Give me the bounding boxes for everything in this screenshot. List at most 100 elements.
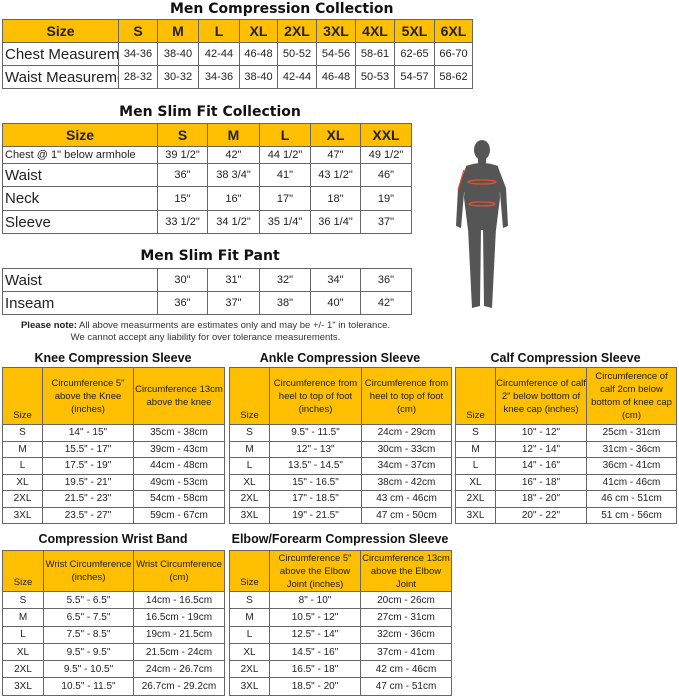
table-row: S 5.5" - 6.5" 14cm - 16.5cm	[2, 590, 225, 610]
cell-value: 46"	[360, 163, 412, 187]
column-header: Circumference 5" above the Elbow Joint (…	[269, 550, 361, 592]
column-header: L	[259, 123, 311, 147]
size-header: Size	[2, 550, 44, 592]
row-label: L	[229, 625, 270, 644]
size-header: Size	[2, 19, 119, 43]
row-label: 2XL	[229, 490, 270, 508]
row-label: 3XL	[2, 677, 44, 696]
table-row: M 6.5" - 7.5" 16.5cm - 19cm	[2, 608, 225, 627]
wrist-title: Compression Wrist Band	[38, 532, 188, 546]
column-header: XXL	[360, 123, 412, 147]
table-row: Waist 36" 38 3/4" 41" 43 1/2" 46"	[2, 163, 412, 187]
cell-value: 15"	[157, 186, 208, 211]
row-label: M	[229, 608, 270, 627]
ankle-title: Ankle Compression Sleeve	[259, 351, 421, 365]
cell-value: 36 1/4"	[310, 210, 361, 234]
header-row: Size Circumference of calf 2" below botto…	[455, 367, 677, 425]
cell-value: 36"	[157, 291, 208, 315]
cell-value: 10" - 12"	[495, 424, 587, 442]
calf-title: Calf Compression Sleeve	[490, 351, 641, 365]
cell-value: 42-44	[277, 65, 317, 89]
table-row: 2XL 21.5" - 23" 54cm - 58cm	[2, 490, 225, 508]
cell-value: 12.5" - 14"	[269, 625, 361, 644]
cell-value: 34-36	[118, 42, 158, 66]
cell-value: 51 cm - 56cm	[586, 506, 677, 524]
size-header: Size	[229, 367, 270, 425]
cell-value: 9.5" - 10.5"	[43, 660, 134, 679]
cell-value: 19cm - 21.5cm	[133, 625, 225, 644]
cell-value: 38 3/4"	[207, 163, 260, 187]
row-label: 3XL	[455, 506, 496, 524]
cell-value: 50-52	[277, 42, 317, 66]
cell-value: 19" - 21.5"	[269, 506, 362, 524]
cell-value: 17.5" - 19"	[42, 457, 134, 475]
table-row: XL 16" - 18" 41cm - 46cm	[455, 473, 677, 491]
row-label: 3XL	[229, 677, 270, 696]
size-header: Size	[2, 367, 43, 425]
table-row: 2XL 17" - 18.5" 43 cm - 46cm	[229, 490, 452, 508]
size-header: Size	[455, 367, 496, 425]
table-row: M 15.5" - 17" 39cm - 43cm	[2, 440, 225, 458]
cell-value: 47 cm - 51cm	[360, 677, 452, 696]
column-header: S	[118, 19, 158, 43]
cell-value: 38-40	[157, 42, 199, 66]
column-header: Circumference of calf 2" below bottom of…	[495, 367, 587, 425]
cell-value: 46 cm - 51cm	[586, 490, 677, 508]
cell-value: 14cm - 16.5cm	[133, 590, 225, 610]
column-header: 6XL	[434, 19, 473, 43]
table-row: XL 19.5" - 21" 49cm - 53cm	[2, 473, 225, 491]
column-header: Circumference from heel to top of foot (…	[361, 367, 452, 425]
cell-value: 35cm - 38cm	[133, 424, 225, 442]
cell-value: 42 cm - 46cm	[360, 660, 452, 679]
cell-value: 38"	[259, 291, 311, 315]
cell-value: 30"	[157, 268, 208, 292]
cell-value: 31cm - 36cm	[586, 440, 677, 458]
cell-value: 37"	[360, 210, 412, 234]
cell-value: 24cm - 26.7cm	[133, 660, 225, 679]
column-header: Circumference 5" above the Knee (inches)	[42, 367, 134, 425]
table-row: S 14" - 15" 35cm - 38cm	[2, 424, 225, 442]
table-row: M 10.5" - 12" 27cm - 31cm	[229, 608, 452, 627]
cell-value: 38cm - 42cm	[361, 473, 452, 491]
table-row: Neck 15" 16" 17" 18" 19"	[2, 186, 412, 211]
men-compression-title: Men Compression Collection	[170, 1, 394, 17]
cell-value: 16.5" - 18"	[269, 660, 361, 679]
cell-value: 41"	[259, 163, 311, 187]
cell-value: 14" - 15"	[42, 424, 134, 442]
row-label: Sleeve	[2, 210, 158, 234]
row-label: Waist Measurement	[2, 65, 119, 89]
cell-value: 12" - 14"	[495, 440, 587, 458]
table-row: M 12" - 14" 31cm - 36cm	[455, 440, 677, 458]
table-row: 3XL 18.5" - 20" 47 cm - 51cm	[229, 677, 452, 696]
table-row: 3XL 20" - 22" 51 cm - 56cm	[455, 506, 677, 524]
table-row: XL 14.5" - 16" 37cm - 41cm	[229, 642, 452, 662]
cell-value: 50-53	[355, 65, 395, 89]
table-row: 3XL 19" - 21.5" 47 cm - 50cm	[229, 506, 452, 524]
header-row: Size Circumference 5" above the Knee (inc…	[2, 367, 225, 425]
column-header: Circumference 13cm above the Elbow Joint	[360, 550, 452, 592]
table-row: 3XL 10.5" - 11.5" 26.7cm - 29.2cm	[2, 677, 225, 696]
cell-value: 18.5" - 20"	[269, 677, 361, 696]
cell-value: 37cm - 41cm	[360, 642, 452, 662]
table-row: L 12.5" - 14" 32cm - 36cm	[229, 625, 452, 644]
cell-value: 34-36	[198, 65, 240, 89]
cell-value: 14" - 16"	[495, 457, 587, 475]
cell-value: 32"	[259, 268, 311, 292]
cell-value: 59cm - 67cm	[133, 506, 225, 524]
cell-value: 66-70	[434, 42, 473, 66]
elbow-table: Size Circumference 5" above the Elbow Joi…	[229, 550, 452, 696]
table-row: 3XL 23.5" - 27" 59cm - 67cm	[2, 506, 225, 524]
table-row: XL 15" - 16.5" 38cm - 42cm	[229, 473, 452, 491]
table-row: S 9.5" - 11.5" 24cm - 29cm	[229, 424, 452, 442]
cell-value: 43 cm - 46cm	[361, 490, 452, 508]
cell-value: 44 1/2"	[259, 146, 311, 164]
cell-value: 58-61	[355, 42, 395, 66]
row-label: S	[455, 424, 496, 442]
cell-value: 16.5cm - 19cm	[133, 608, 225, 627]
row-label: 2XL	[229, 660, 270, 679]
row-label: Inseam	[2, 291, 158, 315]
cell-value: 18"	[310, 186, 361, 211]
cell-value: 13.5" - 14.5"	[269, 457, 362, 475]
cell-value: 21.5cm - 24cm	[133, 642, 225, 662]
cell-value: 19"	[360, 186, 412, 211]
